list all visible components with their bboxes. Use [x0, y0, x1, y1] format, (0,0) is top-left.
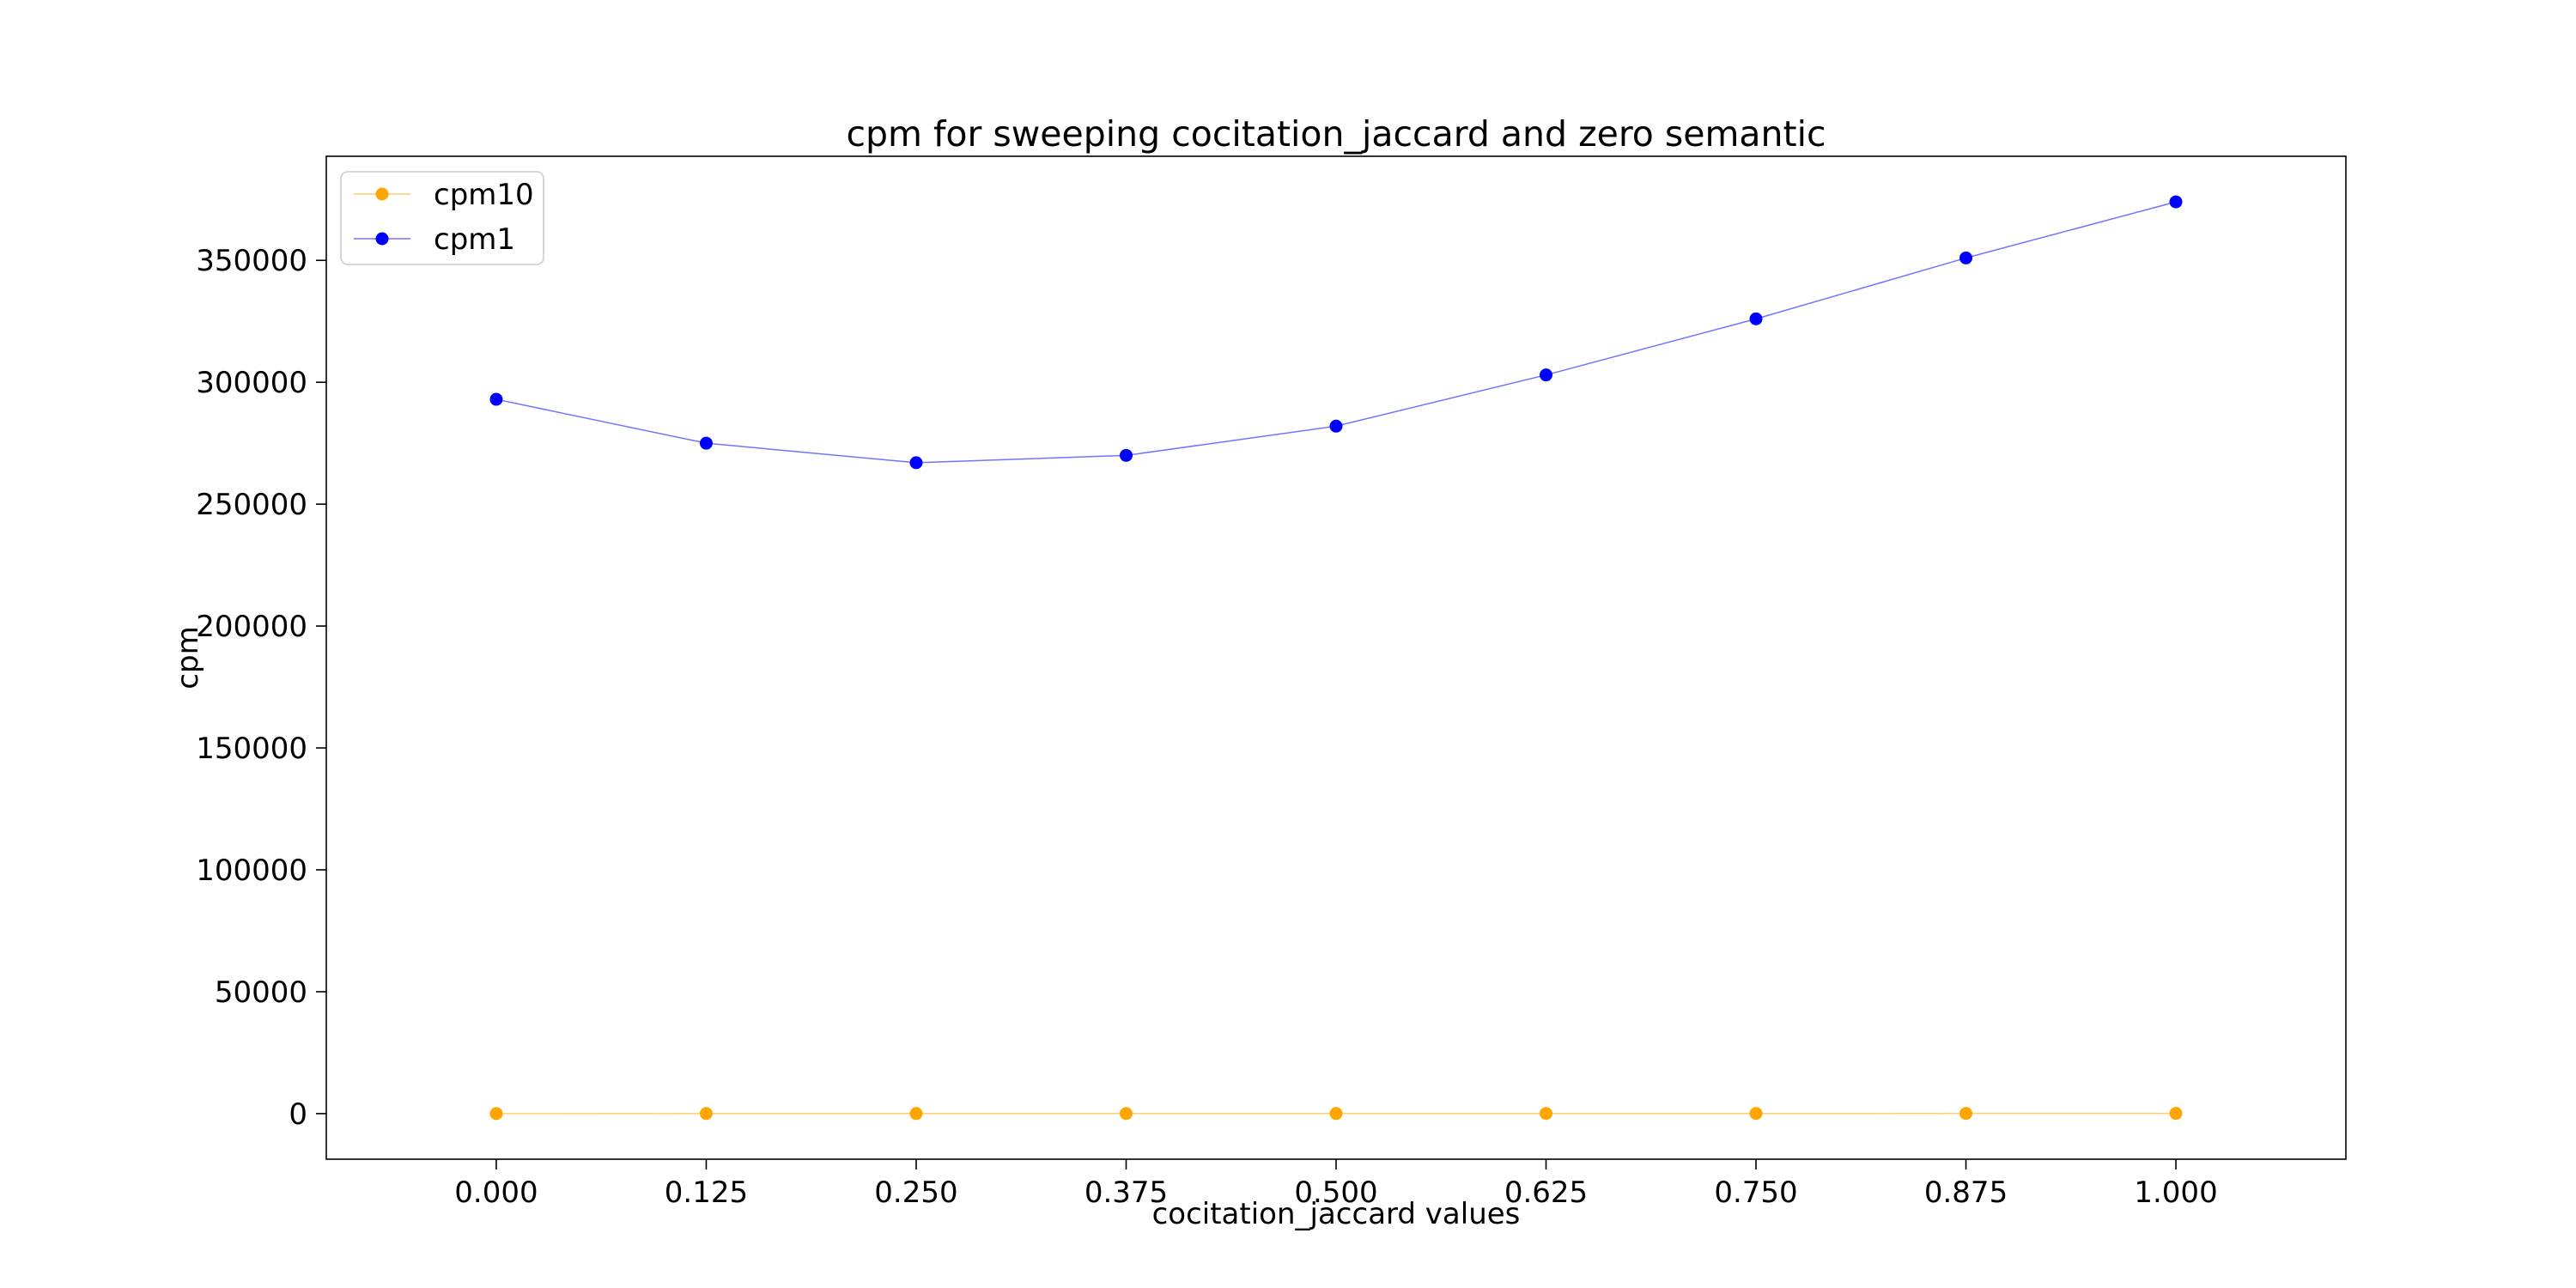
y-axis-label: cpm	[171, 626, 205, 689]
data-point-cpm1	[1959, 251, 1973, 264]
data-point-cpm1	[2169, 195, 2183, 209]
data-point-cpm1	[1540, 368, 1553, 382]
chart-title: cpm for sweeping cocitation_jaccard and …	[846, 113, 1826, 155]
y-tick-label: 100000	[196, 854, 307, 888]
x-tick-label: 0.875	[1924, 1176, 2008, 1210]
data-point-cpm10	[699, 1107, 713, 1121]
data-point-cpm10	[2169, 1107, 2183, 1121]
x-tick-label: 0.125	[665, 1176, 748, 1210]
plot-area	[326, 156, 2346, 1159]
x-tick-label: 0.750	[1714, 1176, 1797, 1210]
data-point-cpm10	[1540, 1107, 1553, 1121]
legend-label-cpm1: cpm1	[434, 222, 515, 257]
y-tick-label: 350000	[196, 244, 307, 278]
data-point-cpm10	[489, 1107, 503, 1121]
data-point-cpm1	[1749, 312, 1763, 325]
x-axis: 0.000 0.125 0.250 0.375 0.500 0.625 0.750 0.875…	[454, 1159, 2218, 1210]
x-tick-label: 0.500	[1294, 1176, 1377, 1210]
legend-marker-cpm10	[375, 187, 389, 201]
data-point-cpm1	[489, 392, 503, 406]
y-axis: 0 50000 100000 150000 200000 250000 300000 3500…	[196, 244, 326, 1132]
data-point-cpm1	[699, 436, 713, 450]
legend-items: cpm10 cpm1	[354, 178, 534, 257]
x-tick-label: 1.000	[2134, 1176, 2217, 1210]
legend-marker-cpm1	[375, 232, 389, 246]
legend: cpm10 cpm1	[340, 171, 544, 265]
y-tick-label: 50000	[215, 975, 307, 1010]
x-tick-label: 0.250	[874, 1176, 957, 1210]
legend-box	[340, 171, 544, 265]
x-axis-label: cocitation_jaccard values	[1152, 1197, 1521, 1231]
y-tick-label: 250000	[196, 488, 307, 522]
x-tick-label: 0.375	[1084, 1176, 1168, 1210]
y-tick-label: 0	[289, 1097, 307, 1132]
series-layer	[489, 195, 2183, 1121]
data-point-cpm10	[1329, 1107, 1343, 1121]
y-tick-label: 300000	[196, 366, 307, 400]
series-cpm1	[489, 195, 2183, 470]
x-tick-label: 0.000	[454, 1176, 538, 1210]
data-point-cpm1	[909, 456, 923, 470]
series-cpm10	[489, 1107, 2183, 1121]
data-point-cpm10	[1959, 1107, 1973, 1121]
data-point-cpm1	[1329, 419, 1343, 433]
data-point-cpm10	[909, 1107, 923, 1121]
y-tick-label: 150000	[196, 732, 307, 766]
data-point-cpm10	[1119, 1107, 1133, 1121]
y-tick-label: 200000	[196, 610, 307, 644]
x-tick-label: 0.625	[1504, 1176, 1588, 1210]
data-point-cpm1	[1119, 448, 1133, 462]
data-point-cpm10	[1749, 1107, 1763, 1121]
legend-label-cpm10: cpm10	[434, 178, 534, 212]
